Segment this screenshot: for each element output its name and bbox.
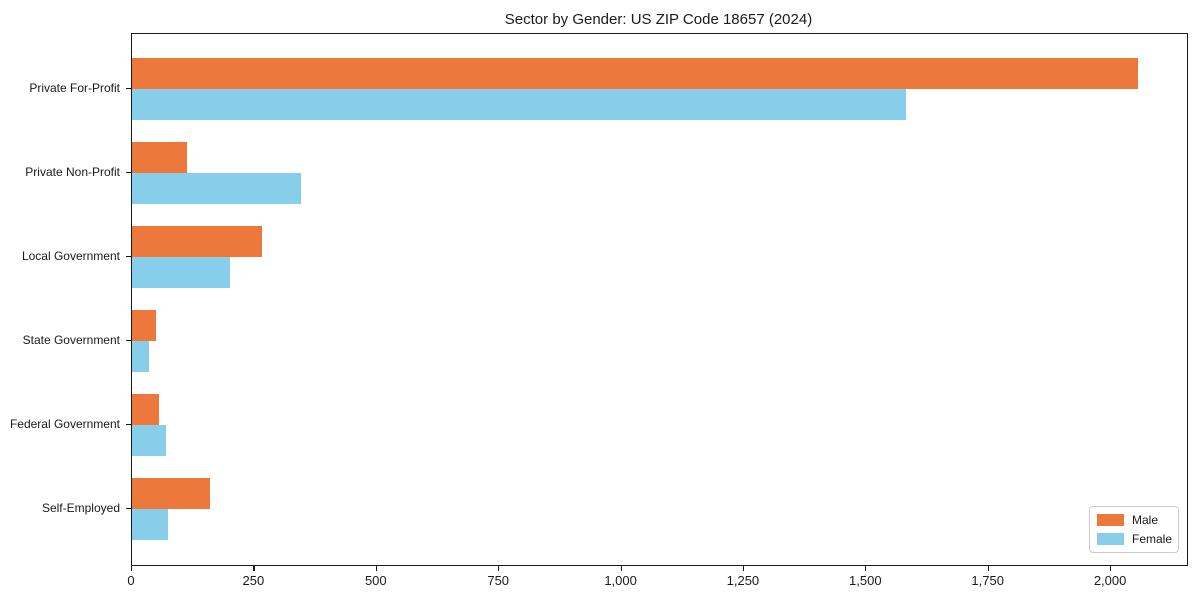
y-tick-mark (126, 172, 131, 174)
bar-male-private-non-profit (132, 142, 187, 173)
bar-female-private-non-profit (132, 173, 301, 204)
chart-title: Sector by Gender: US ZIP Code 18657 (202… (504, 11, 813, 28)
x-tick-label: 1,000 (604, 573, 637, 588)
x-tick-label: 250 (242, 573, 265, 588)
bar-male-private-for-profit (132, 58, 1138, 89)
female-swatch-icon (1097, 533, 1124, 545)
x-tick-label: 0 (127, 573, 135, 588)
y-tick-label-federal-government: Federal Government (9, 417, 120, 431)
x-tick-label: 750 (487, 573, 510, 588)
legend-label-male: Male (1132, 513, 1159, 527)
y-tick-mark (126, 340, 131, 342)
bar-male-local-government (132, 226, 262, 257)
y-tick-mark (126, 88, 131, 90)
bar-female-self-employed (132, 509, 168, 540)
y-tick-label-local-government: Local Government (21, 249, 120, 263)
y-tick-mark (126, 508, 131, 510)
x-tick-mark (1110, 566, 1112, 571)
bar-female-state-government (132, 341, 150, 372)
bar-male-federal-government (132, 394, 159, 425)
legend-item-male: Male (1097, 513, 1170, 527)
bar-male-self-employed (132, 478, 211, 509)
y-tick-label-private-for-profit: Private For-Profit (29, 81, 120, 95)
legend-label-female: Female (1132, 532, 1173, 546)
x-tick-label: 1,250 (726, 573, 760, 588)
x-tick-label: 500 (364, 573, 387, 588)
x-tick-mark (620, 566, 622, 571)
bar-female-private-for-profit (132, 89, 906, 120)
plot-area (131, 33, 1188, 566)
x-tick-mark (498, 566, 500, 571)
legend: Male Female (1089, 506, 1179, 553)
bar-male-state-government (132, 310, 156, 341)
male-swatch-icon (1097, 514, 1124, 526)
x-tick-label: 1,750 (971, 573, 1004, 588)
y-tick-label-self-employed: Self-Employed (41, 501, 120, 515)
y-tick-mark (126, 424, 131, 426)
bar-female-federal-government (132, 425, 167, 456)
legend-item-female: Female (1097, 532, 1173, 546)
x-tick-mark (987, 566, 989, 571)
y-tick-label-private-non-profit: Private Non-Profit (25, 165, 120, 179)
x-tick-mark (742, 566, 745, 571)
y-tick-label-state-government: State Government (22, 333, 120, 347)
y-tick-mark (126, 256, 131, 258)
x-tick-label: 1,500 (849, 573, 882, 588)
bar-female-local-government (132, 257, 230, 288)
x-tick-mark (865, 566, 867, 571)
x-tick-mark (131, 566, 133, 571)
x-tick-label: 2,000 (1093, 573, 1127, 588)
x-tick-mark (253, 566, 255, 571)
x-tick-mark (375, 566, 377, 571)
